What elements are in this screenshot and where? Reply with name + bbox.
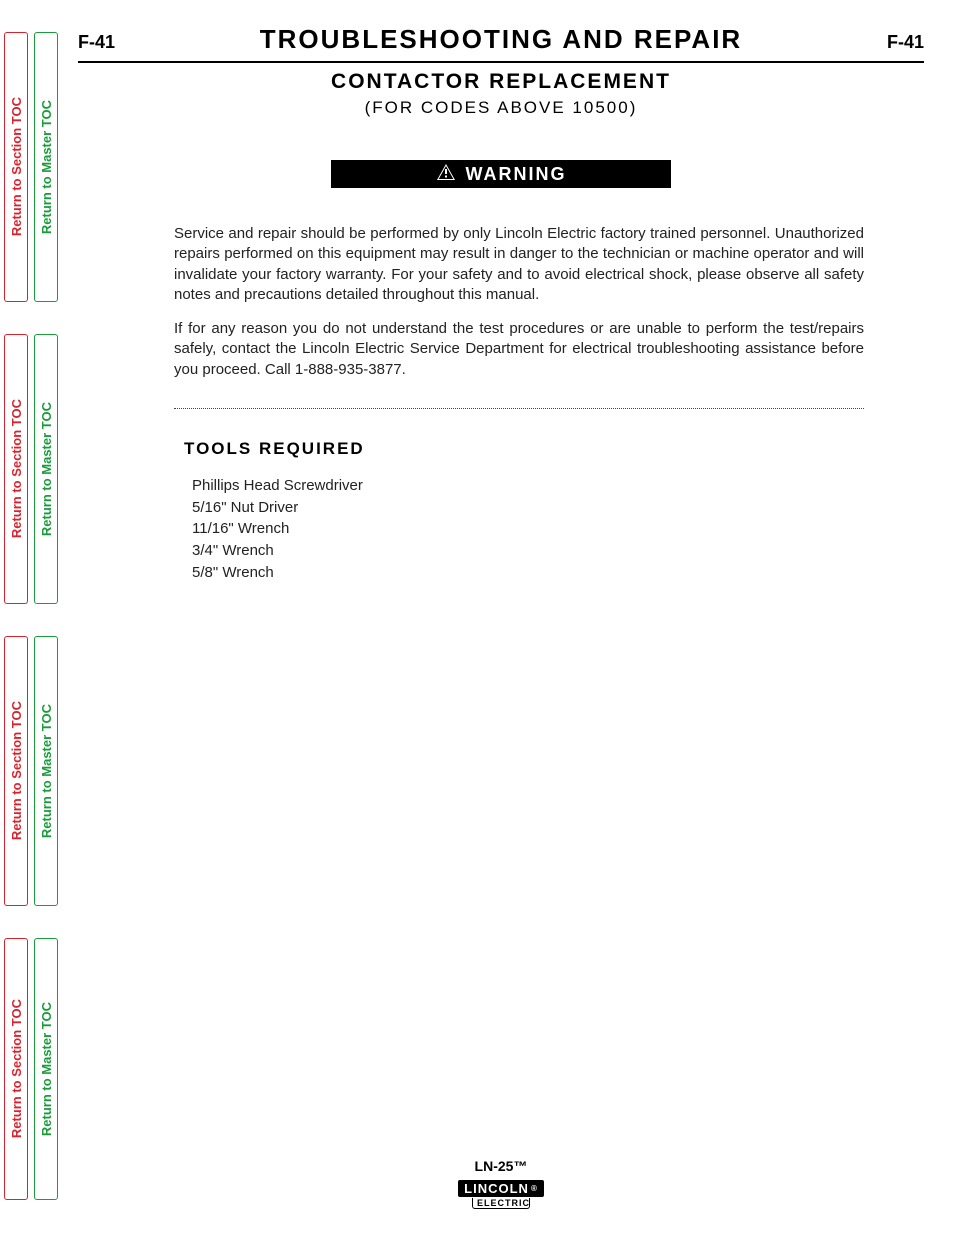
- procedure-subtitle: (FOR CODES ABOVE 10500): [78, 98, 924, 118]
- warning-triangle-icon: [436, 163, 456, 186]
- tool-item: 3/4" Wrench: [192, 540, 864, 562]
- return-to-section-toc-link[interactable]: Return to Section TOC: [4, 938, 28, 1200]
- page: Return to Section TOC Return to Master T…: [0, 0, 954, 1235]
- logo-top-text: LINCOLN: [464, 1181, 529, 1196]
- return-to-master-toc-link[interactable]: Return to Master TOC: [34, 938, 58, 1200]
- section-title: TROUBLESHOOTING AND REPAIR: [260, 24, 742, 55]
- tab-label: Return to Section TOC: [9, 97, 24, 236]
- procedure-title: CONTACTOR REPLACEMENT: [78, 70, 924, 94]
- lincoln-electric-logo: LINCOLN® ELECTRIC: [458, 1180, 544, 1209]
- warning-body: Service and repair should be performed b…: [174, 224, 864, 380]
- warning-banner: WARNING: [331, 160, 671, 188]
- tab-label: Return to Master TOC: [39, 1002, 54, 1136]
- tab-pair-4: Return to Section TOC Return to Master T…: [4, 938, 60, 1200]
- tool-item: Phillips Head Screwdriver: [192, 475, 864, 497]
- tab-label: Return to Section TOC: [9, 701, 24, 840]
- tool-item: 5/16" Nut Driver: [192, 497, 864, 519]
- page-footer: LN-25™ LINCOLN® ELECTRIC: [78, 1158, 924, 1211]
- return-to-master-toc-link[interactable]: Return to Master TOC: [34, 334, 58, 604]
- dotted-divider: [174, 408, 864, 409]
- header-row: F-41 TROUBLESHOOTING AND REPAIR F-41: [78, 24, 924, 59]
- logo-bottom-text: ELECTRIC: [472, 1198, 530, 1209]
- footer-model: LN-25™: [78, 1158, 924, 1174]
- page-number-left: F-41: [78, 32, 115, 53]
- tab-label: Return to Section TOC: [9, 399, 24, 538]
- tab-pair-3: Return to Section TOC Return to Master T…: [4, 636, 60, 906]
- tab-pair-1: Return to Section TOC Return to Master T…: [4, 32, 60, 302]
- tab-pair-2: Return to Section TOC Return to Master T…: [4, 334, 60, 604]
- return-to-master-toc-link[interactable]: Return to Master TOC: [34, 32, 58, 302]
- page-header: F-41 TROUBLESHOOTING AND REPAIR F-41: [78, 24, 924, 63]
- tools-heading: TOOLS REQUIRED: [184, 439, 864, 459]
- return-to-section-toc-link[interactable]: Return to Section TOC: [4, 636, 28, 906]
- tab-label: Return to Section TOC: [9, 999, 24, 1138]
- content-area: CONTACTOR REPLACEMENT (FOR CODES ABOVE 1…: [78, 62, 924, 584]
- tool-item: 11/16" Wrench: [192, 518, 864, 540]
- return-to-section-toc-link[interactable]: Return to Section TOC: [4, 334, 28, 604]
- tab-label: Return to Master TOC: [39, 704, 54, 838]
- page-number-right: F-41: [887, 32, 924, 53]
- logo-top: LINCOLN®: [458, 1180, 544, 1197]
- side-tabs: Return to Section TOC Return to Master T…: [4, 0, 60, 1235]
- return-to-master-toc-link[interactable]: Return to Master TOC: [34, 636, 58, 906]
- tool-item: 5/8" Wrench: [192, 562, 864, 584]
- tab-label: Return to Master TOC: [39, 100, 54, 234]
- warning-paragraph: Service and repair should be performed b…: [174, 224, 864, 305]
- tools-list: Phillips Head Screwdriver 5/16" Nut Driv…: [192, 475, 864, 584]
- warning-label: WARNING: [466, 164, 567, 185]
- registered-icon: ®: [531, 1184, 538, 1193]
- tools-block: TOOLS REQUIRED Phillips Head Screwdriver…: [184, 439, 864, 584]
- tab-label: Return to Master TOC: [39, 402, 54, 536]
- return-to-section-toc-link[interactable]: Return to Section TOC: [4, 32, 28, 302]
- warning-paragraph: If for any reason you do not understand …: [174, 319, 864, 380]
